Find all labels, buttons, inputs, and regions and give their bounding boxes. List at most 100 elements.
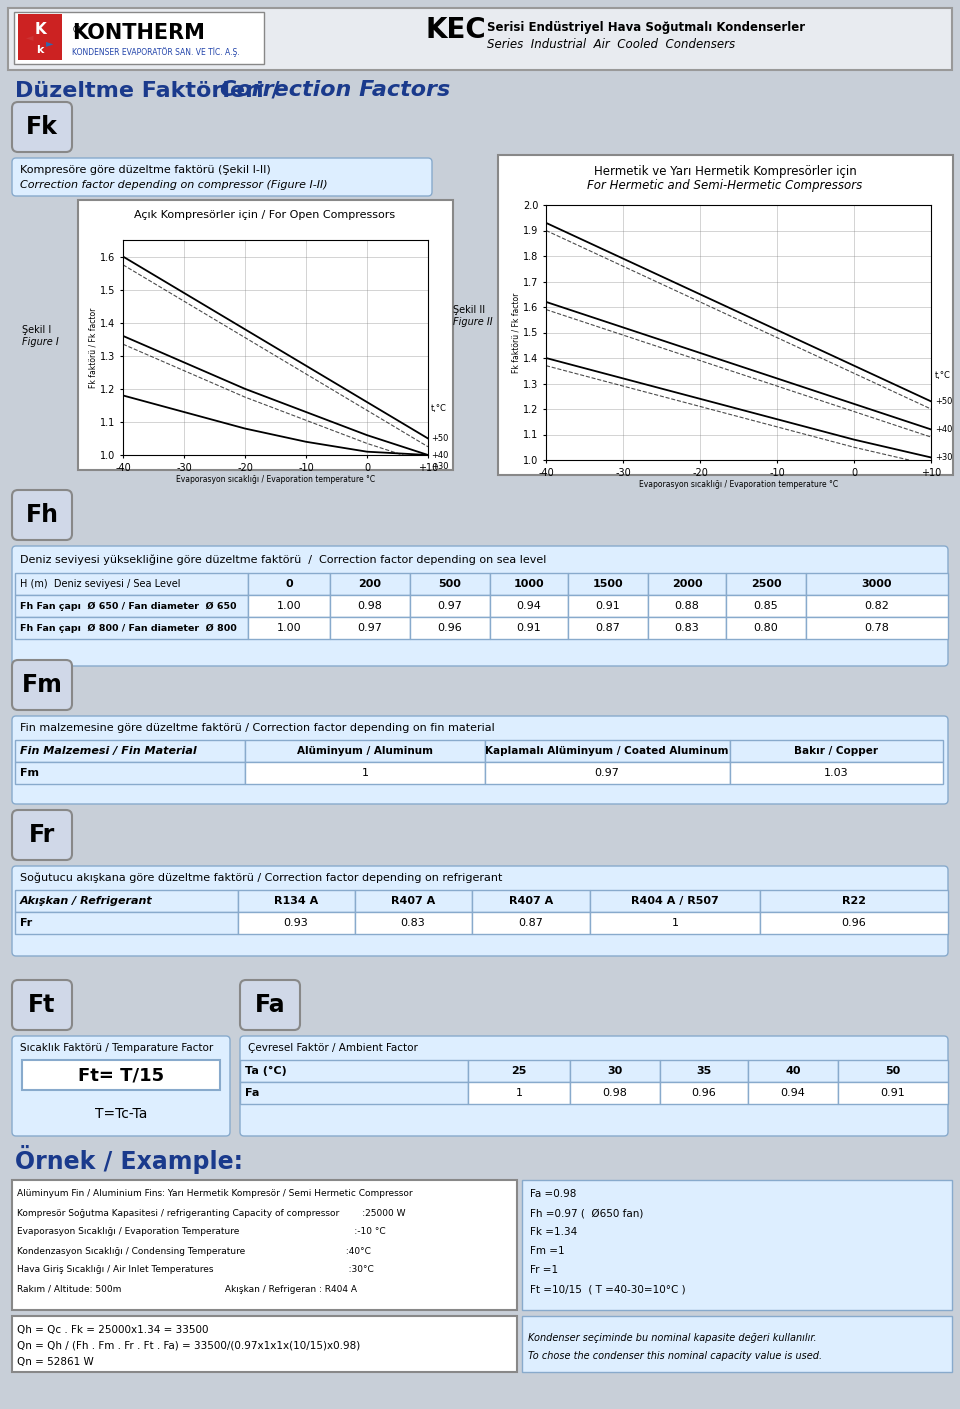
Text: Rakım / Altitude: 500m                                    Akışkan / Refrigeran :: Rakım / Altitude: 500m Akışkan / Refrige… [17,1285,357,1293]
Text: Evaporasyon Sıcaklığı / Evaporation Temperature                                 : Evaporasyon Sıcaklığı / Evaporation Temp… [17,1227,386,1237]
Text: 0.98: 0.98 [357,602,382,612]
Text: ®: ® [72,25,82,35]
Text: +30: +30 [935,452,952,462]
Text: Fa: Fa [254,993,285,1017]
Text: Ft: Ft [28,993,56,1017]
Bar [838,1082,948,1105]
Text: Serisi Endüstriyel Hava Soğutmalı Kondenserler: Serisi Endüstriyel Hava Soğutmalı Konden… [487,21,805,34]
Text: R407 A: R407 A [509,896,553,906]
Text: +30: +30 [431,462,448,471]
Bar [648,617,726,640]
Text: 500: 500 [439,579,462,589]
Bar [568,617,648,640]
Text: KONTHERM: KONTHERM [72,23,204,44]
Bar [15,890,238,912]
Bar [590,912,760,934]
Text: +40: +40 [431,451,448,459]
Bar [730,762,943,783]
Text: Fk: Fk [26,116,58,139]
Text: 0.83: 0.83 [400,919,425,929]
Bar [248,595,330,617]
FancyBboxPatch shape [240,981,300,1030]
Bar [568,573,648,595]
Bar [472,890,590,912]
Text: Fr =1: Fr =1 [530,1265,558,1275]
Text: Fh Fan çapı  Ø 800 / Fan diameter  Ø 800: Fh Fan çapı Ø 800 / Fan diameter Ø 800 [20,623,237,633]
Bar [78,200,453,471]
Bar [245,740,485,762]
Text: 1000: 1000 [514,579,544,589]
Text: Ft =10/15  ( T =40-30=10°C ): Ft =10/15 ( T =40-30=10°C ) [530,1284,685,1293]
Text: 35: 35 [696,1067,711,1076]
Y-axis label: Fk faktörü / Fk factor: Fk faktörü / Fk factor [88,307,97,387]
Bar [648,573,726,595]
Text: Fm =1: Fm =1 [530,1246,564,1255]
Bar [730,740,943,762]
Bar [330,573,410,595]
Text: Fin malzemesine göre düzeltme faktörü / Correction factor depending on fin mater: Fin malzemesine göre düzeltme faktörü / … [20,723,494,733]
Text: 0.96: 0.96 [691,1088,716,1098]
Text: Fh: Fh [26,503,59,527]
Text: 0.97: 0.97 [594,768,619,778]
Text: 1.03: 1.03 [824,768,849,778]
Bar [15,912,238,934]
FancyBboxPatch shape [12,659,72,710]
Text: Açık Kompresörler için / For Open Compressors: Açık Kompresörler için / For Open Compre… [134,210,396,220]
Text: ◄: ◄ [26,32,34,42]
Text: 0.88: 0.88 [675,602,700,612]
Text: t,°C: t,°C [431,404,447,413]
FancyBboxPatch shape [12,810,72,859]
X-axis label: Evaporasyon sıcaklığı / Evaporation temperature °C: Evaporasyon sıcaklığı / Evaporation temp… [639,480,838,489]
Text: Deniz seviyesi yüksekliğine göre düzeltme faktörü  /  Correction factor dependin: Deniz seviyesi yüksekliğine göre düzeltm… [20,555,546,565]
Text: H (m)  Deniz seviyesi / Sea Level: H (m) Deniz seviyesi / Sea Level [20,579,180,589]
Text: 0.96: 0.96 [842,919,866,929]
Bar [12,1179,517,1310]
FancyBboxPatch shape [12,1036,230,1136]
Text: Düzeltme Faktörleri /: Düzeltme Faktörleri / [15,80,287,100]
Text: 0.87: 0.87 [595,623,620,633]
Text: Şekil I: Şekil I [22,325,51,335]
FancyBboxPatch shape [12,490,72,540]
Bar [15,762,245,783]
Bar [22,1060,220,1091]
Text: R134 A: R134 A [274,896,318,906]
Text: Fk =1.34: Fk =1.34 [530,1227,577,1237]
Text: Örnek / Example:: Örnek / Example: [15,1146,243,1175]
Text: Sıcaklık Faktörü / Temparature Factor: Sıcaklık Faktörü / Temparature Factor [20,1043,213,1053]
Text: Alüminyum / Aluminum: Alüminyum / Aluminum [297,745,433,757]
Bar [240,1060,468,1082]
Bar [410,595,490,617]
Bar [590,890,760,912]
Bar [660,1082,748,1105]
Text: Ft= T/15: Ft= T/15 [78,1067,164,1084]
Text: Alüminyum Fin / Aluminium Fins: Yarı Hermetik Kompresör / Semi Hermetic Compress: Alüminyum Fin / Aluminium Fins: Yarı Her… [17,1189,413,1199]
Bar [12,1316,517,1372]
Bar [18,14,62,61]
Text: 0.78: 0.78 [865,623,889,633]
Text: k: k [36,45,44,55]
FancyBboxPatch shape [12,101,72,152]
Text: Kaplamalı Alüminyum / Coated Aluminum: Kaplamalı Alüminyum / Coated Aluminum [485,745,729,757]
Bar [330,595,410,617]
Text: Figure I: Figure I [22,337,59,347]
Bar [485,740,730,762]
Bar [806,573,948,595]
Text: Kompresöre göre düzeltme faktörü (Şekil I-II): Kompresöre göre düzeltme faktörü (Şekil … [20,165,271,175]
Bar [410,573,490,595]
Bar [490,573,568,595]
Text: Fh =0.97 (  Ø650 fan): Fh =0.97 ( Ø650 fan) [530,1208,643,1217]
Text: 1.00: 1.00 [276,623,301,633]
Bar [726,595,806,617]
Text: 0.91: 0.91 [595,602,620,612]
Text: 40: 40 [785,1067,801,1076]
Text: 1: 1 [516,1088,522,1098]
Bar [8,8,952,70]
X-axis label: Evaporasyon sıcaklığı / Evaporation temperature °C: Evaporasyon sıcaklığı / Evaporation temp… [176,475,375,485]
Text: KEC: KEC [425,15,486,44]
Text: Fm: Fm [20,768,39,778]
Text: Qn = Qh / (Fh . Fm . Fr . Ft . Fa) = 33500/(0.97x1x1x(10/15)x0.98): Qn = Qh / (Fh . Fm . Fr . Ft . Fa) = 335… [17,1341,360,1351]
Text: 1500: 1500 [592,579,623,589]
Text: Akışkan / Refrigerant: Akışkan / Refrigerant [20,896,153,906]
Bar [760,890,948,912]
Text: 0.83: 0.83 [675,623,700,633]
